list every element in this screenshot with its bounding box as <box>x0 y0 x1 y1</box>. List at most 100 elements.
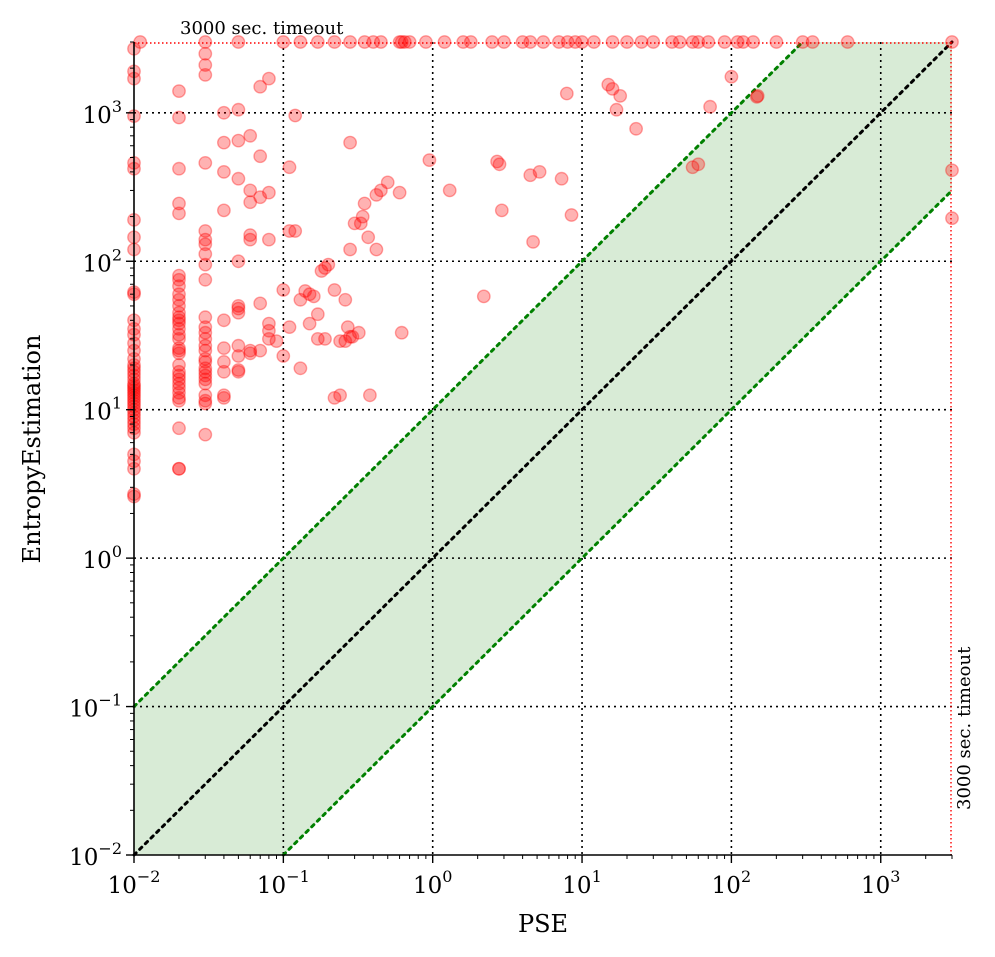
data-point <box>559 86 574 101</box>
data-point <box>293 292 308 307</box>
data-point <box>492 157 507 172</box>
data-point <box>172 298 186 313</box>
data-point <box>198 232 213 247</box>
data-point <box>243 343 258 358</box>
data-point <box>302 287 317 302</box>
data-point <box>172 346 186 361</box>
reference-line-10x <box>132 40 805 709</box>
data-point <box>685 160 700 175</box>
data-point <box>198 338 213 353</box>
x-axis-label: PSE <box>518 910 568 938</box>
data-point <box>172 268 186 283</box>
data-point <box>442 183 457 198</box>
data-point <box>216 313 231 328</box>
data-point <box>198 237 213 252</box>
data-point <box>288 224 303 238</box>
data-point <box>490 154 504 169</box>
data-point <box>198 331 213 346</box>
data-point <box>392 185 407 200</box>
data-point <box>380 175 395 190</box>
y-tick-label: 102 <box>83 245 122 277</box>
data-point <box>216 388 231 403</box>
data-point <box>333 388 347 403</box>
data-point <box>327 35 342 49</box>
data-point <box>231 171 246 186</box>
data-point <box>523 35 538 49</box>
data-point <box>261 232 276 247</box>
axes-frame <box>133 42 952 856</box>
data-point <box>605 82 620 96</box>
data-point <box>293 35 308 49</box>
data-point <box>568 35 583 49</box>
data-point <box>243 195 258 210</box>
data-point <box>198 320 213 334</box>
data-point <box>343 242 357 257</box>
data-point <box>392 35 407 49</box>
data-point <box>463 35 478 49</box>
data-point <box>634 35 649 49</box>
data-point <box>310 307 325 322</box>
data-point <box>231 254 246 269</box>
data-point <box>172 376 186 391</box>
data-point <box>601 77 616 92</box>
data-point <box>769 35 784 49</box>
data-point <box>318 331 332 346</box>
data-point <box>310 331 325 346</box>
data-point <box>243 128 258 143</box>
data-point <box>750 89 765 103</box>
y-tick-label: 101 <box>83 394 122 426</box>
data-point <box>945 163 959 178</box>
data-point <box>397 35 412 49</box>
reference-line-equal <box>132 40 954 857</box>
data-point <box>269 334 284 348</box>
data-point <box>172 272 186 287</box>
data-point <box>172 461 186 476</box>
data-point <box>691 157 706 172</box>
data-point <box>333 334 347 348</box>
data-point <box>736 35 751 49</box>
data-point <box>665 35 679 49</box>
data-point <box>340 320 355 334</box>
data-point <box>361 230 376 245</box>
data-point <box>746 35 761 49</box>
data-point <box>701 35 716 49</box>
data-point <box>526 234 540 249</box>
timeout-lines <box>134 42 952 855</box>
data-point <box>172 84 186 99</box>
y-axis-label: EntropyEstimation <box>18 335 46 564</box>
data-point <box>306 289 321 304</box>
data-point <box>282 224 297 238</box>
data-point <box>198 310 213 325</box>
data-point <box>172 372 186 387</box>
data-point <box>253 149 268 164</box>
data-point <box>366 35 381 49</box>
data-point <box>198 393 213 408</box>
data-point <box>243 232 258 247</box>
data-point <box>172 358 186 372</box>
data-point <box>243 228 258 243</box>
data-point <box>172 279 186 293</box>
data-point <box>198 354 213 369</box>
data-point <box>717 35 732 49</box>
data-point <box>198 224 213 238</box>
data-point <box>198 257 213 272</box>
data-point <box>575 35 589 49</box>
data-point <box>945 211 959 226</box>
data-point <box>343 329 357 344</box>
data-point <box>216 390 231 405</box>
data-point <box>730 35 745 49</box>
data-point <box>198 368 213 383</box>
reference-lines <box>132 40 954 857</box>
data-point <box>362 388 377 403</box>
data-point <box>198 376 213 391</box>
data-point <box>552 35 566 49</box>
data-point <box>172 461 186 476</box>
data-point <box>231 35 246 49</box>
data-point <box>703 99 717 114</box>
data-point <box>172 341 186 355</box>
data-point <box>172 393 186 408</box>
data-point <box>198 343 213 358</box>
data-point <box>172 421 186 436</box>
data-point <box>497 35 511 49</box>
